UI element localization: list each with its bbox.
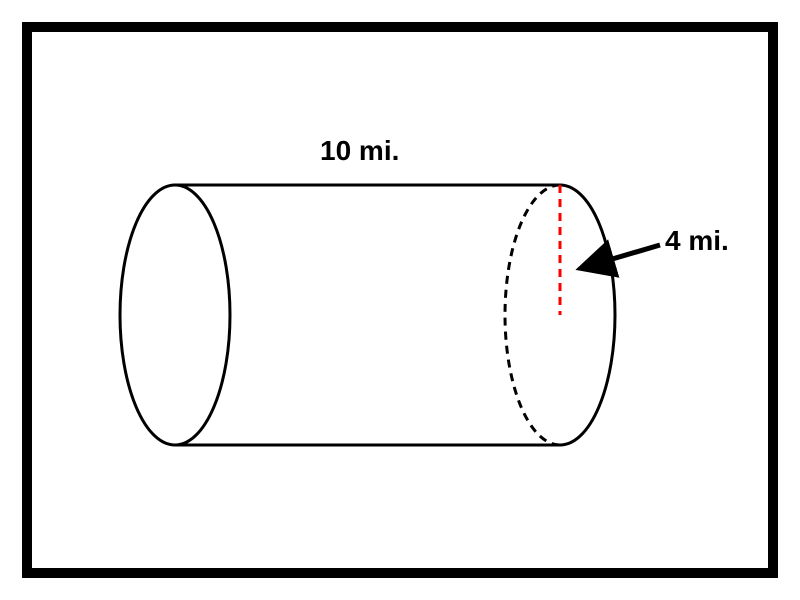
radius-label: 4 mi. (665, 225, 729, 257)
outer-frame (22, 22, 778, 578)
length-label: 10 mi. (320, 135, 399, 167)
